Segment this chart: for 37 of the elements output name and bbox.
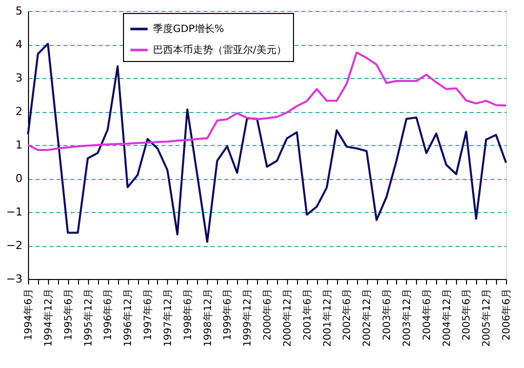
x-tick-label: 1996年6月 — [102, 288, 114, 340]
x-tick-label: 2001年12月 — [321, 288, 334, 347]
x-tick-label: 1997年12月 — [162, 288, 174, 347]
y-tick-label: 0 — [16, 172, 22, 185]
x-tick-label: 2004年6月 — [420, 288, 433, 340]
x-tick-label: 1999年12月 — [242, 288, 254, 347]
y-tick-label: 3 — [16, 72, 22, 84]
x-tick-label: 2001年6月 — [301, 288, 314, 340]
y-tick-label: −3 — [6, 272, 22, 286]
legend-label: 季度GDP增长% — [153, 23, 224, 35]
y-tick-label: 1 — [16, 138, 22, 152]
x-tick-label: 1996年12月 — [122, 288, 134, 347]
x-tick-label: 2002年6月 — [341, 288, 354, 340]
y-tick-label: −2 — [6, 239, 22, 252]
x-tick-label: 2003年6月 — [381, 288, 393, 340]
x-tick-label: 1997年6月 — [142, 288, 154, 340]
y-tick-label: −1 — [6, 206, 22, 218]
x-tick-label: 2005年12月 — [480, 288, 493, 347]
legend-label: 巴西本币走势（雷亚尔/美元） — [153, 44, 286, 56]
x-tick-label: 2000年6月 — [262, 288, 274, 340]
x-tick-label: 2000年12月 — [281, 288, 294, 347]
line-series — [27, 42, 507, 243]
x-tick-label: 1999年6月 — [222, 288, 234, 340]
x-tick-label: 1995年12月 — [82, 288, 94, 347]
y-tick-label: 4 — [16, 38, 22, 51]
x-tick-label: 1994年12月 — [42, 288, 54, 347]
x-tick-label: 2002年12月 — [361, 288, 374, 347]
x-tick-label: 2004年12月 — [440, 288, 453, 347]
y-tick-label: 2 — [16, 105, 22, 118]
y-tick-label: 5 — [16, 4, 22, 18]
x-tick-label: 2006年6月 — [500, 288, 512, 340]
x-tick-label: 1994年6月 — [22, 288, 34, 340]
x-tick-label: 1998年6月 — [182, 288, 194, 340]
x-tick-label: 1998年12月 — [202, 288, 214, 347]
x-tick-label: 2003年12月 — [400, 288, 413, 347]
x-tick-label: 1995年6月 — [62, 288, 74, 340]
x-tick-label: 2005年6月 — [460, 288, 473, 340]
